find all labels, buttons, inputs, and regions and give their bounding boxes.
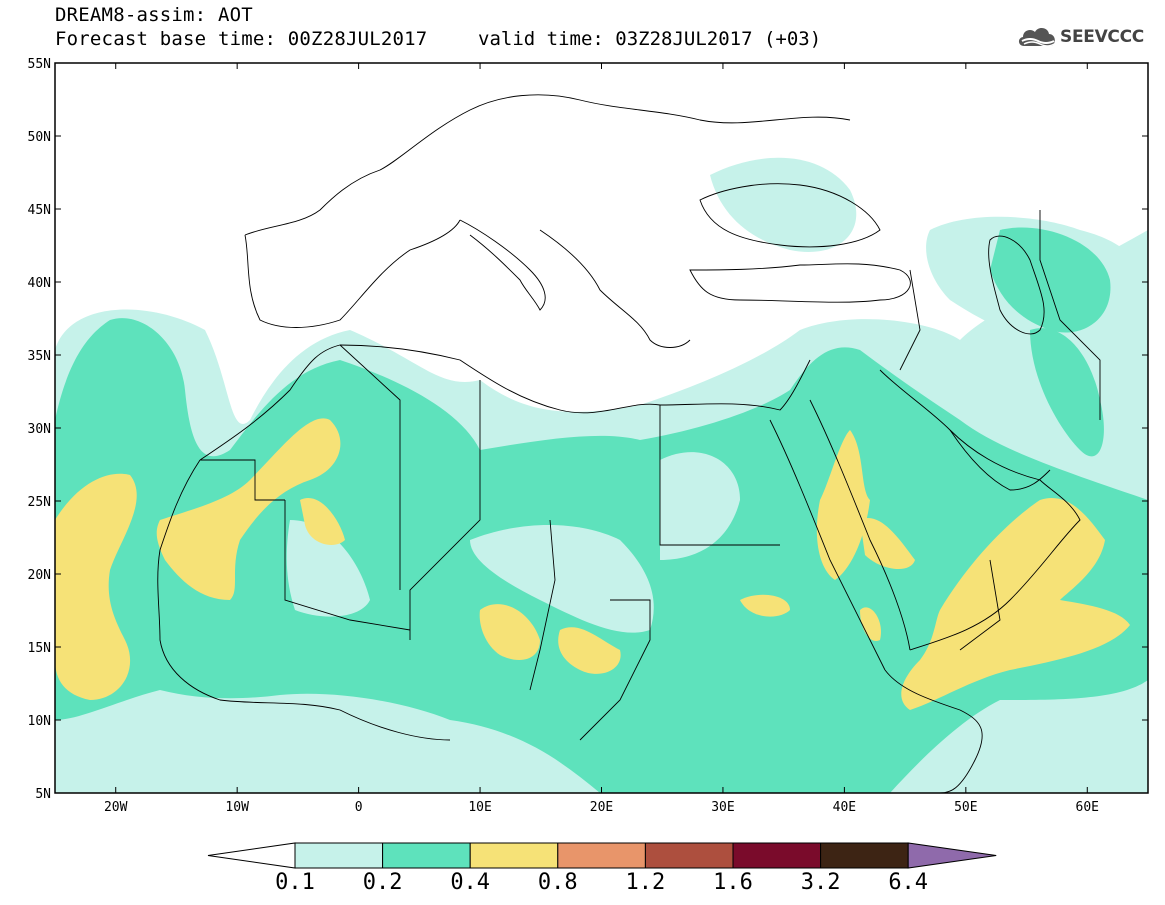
- colorbar-segment: [644, 842, 734, 869]
- map-title: DREAM8-assim: AOT: [55, 4, 253, 26]
- lat-tick-label: 50N: [28, 130, 51, 145]
- lat-tick-label: 30N: [28, 422, 51, 437]
- lon-tick-label: 30E: [711, 800, 734, 815]
- colorbar-low-arrow: [207, 842, 296, 869]
- lat-tick-label: 40N: [28, 276, 51, 291]
- lat-tick-label: 10N: [28, 714, 51, 729]
- lon-tick-label: 20W: [104, 800, 128, 815]
- lat-tick-label: 45N: [28, 203, 51, 218]
- colorbar-segment: [820, 842, 909, 869]
- cloud-icon: [1018, 28, 1055, 47]
- coastlines-borders: [157, 94, 1101, 793]
- colorbar-level-label: 0.8: [537, 870, 578, 895]
- colorbar-segment: [469, 842, 559, 869]
- colorbar-segment: [732, 842, 822, 869]
- colorbar: [207, 842, 997, 869]
- lon-tick-label: 10W: [225, 800, 249, 815]
- lon-tick-label: 10E: [468, 800, 491, 815]
- colorbar-level-label: 0.2: [362, 870, 403, 895]
- lat-tick-label: 5N: [35, 787, 51, 802]
- lat-tick-label: 20N: [28, 568, 51, 583]
- colorbar-segment: [557, 842, 646, 869]
- aot-band-light-patches: [286, 452, 740, 633]
- lon-tick-label: 0: [355, 800, 363, 815]
- colorbar-level-label: 3.2: [800, 870, 841, 895]
- colorbar-level-label: 0.1: [275, 870, 315, 895]
- longitude-axis: 20W 10W 0 10E 20E 30E 40E 50E 60E: [104, 63, 1099, 815]
- colorbar-level-label: 1.6: [713, 870, 753, 895]
- seevccc-logo: SEEVCCC: [1016, 22, 1156, 54]
- lon-tick-label: 50E: [954, 800, 977, 815]
- aot-band-0.4-0.8: [55, 418, 1130, 710]
- lon-tick-label: 40E: [833, 800, 856, 815]
- colorbar-high-arrow: [907, 842, 997, 869]
- lon-tick-label: 20E: [590, 800, 613, 815]
- colorbar-level-label: 0.4: [450, 870, 491, 895]
- colorbar-segment: [294, 842, 384, 869]
- lat-tick-label: 35N: [28, 349, 51, 364]
- logo-text: SEEVCCC: [1060, 27, 1144, 47]
- lat-tick-label: 15N: [28, 641, 51, 656]
- latitude-axis: 55N 50N 45N 40N 35N 30N 25N 20N 15N 10N 5N: [28, 57, 1148, 802]
- lon-tick-label: 60E: [1076, 800, 1099, 815]
- lat-tick-label: 55N: [28, 57, 51, 72]
- lat-tick-label: 25N: [28, 495, 51, 510]
- aot-contour-fills: [55, 157, 1148, 793]
- colorbar-level-label: 1.2: [625, 870, 666, 895]
- valid-time: valid time: 03Z28JUL2017 (+03): [478, 28, 822, 50]
- colorbar-segment: [382, 842, 471, 869]
- colorbar-level-label: 6.4: [888, 870, 929, 895]
- forecast-base-time: Forecast base time: 00Z28JUL2017: [55, 28, 428, 50]
